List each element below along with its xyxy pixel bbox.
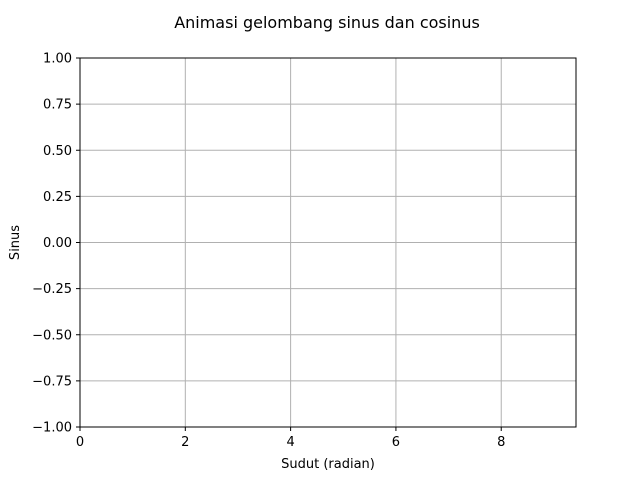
x-tick-label: 0	[76, 435, 84, 450]
chart-title: Animasi gelombang sinus dan cosinus	[174, 13, 480, 32]
x-axis-label: Sudut (radian)	[281, 457, 375, 472]
x-axis-ticks: 0 2 4 6 8	[76, 427, 505, 450]
y-axis-label: Sinus	[8, 225, 23, 260]
x-tick-label: 8	[497, 435, 505, 450]
y-tick-label: 0.25	[43, 190, 72, 205]
y-tick-label: 0.75	[43, 98, 72, 113]
x-tick-label: 2	[181, 435, 189, 450]
y-tick-label: 1.00	[43, 52, 72, 67]
y-tick-label: −0.75	[32, 374, 72, 389]
y-tick-label: −1.00	[32, 421, 72, 436]
y-tick-label: 0.50	[43, 144, 72, 159]
y-tick-label: 0.00	[43, 236, 72, 251]
y-axis-ticks: 1.00 0.75 0.50 0.25 0.00 −0.25 −0.50 −0.75 −1.00	[32, 52, 80, 436]
y-tick-label: −0.50	[32, 328, 72, 343]
x-tick-label: 6	[392, 435, 400, 450]
x-tick-label: 4	[286, 435, 294, 450]
y-tick-label: −0.25	[32, 282, 72, 297]
